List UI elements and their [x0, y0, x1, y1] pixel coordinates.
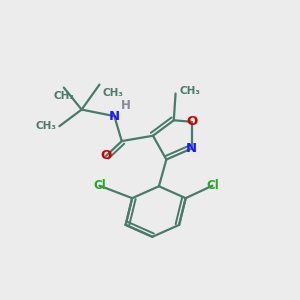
Text: N: N — [109, 110, 120, 123]
Text: H: H — [121, 99, 131, 112]
Text: N: N — [186, 142, 197, 155]
Text: O: O — [100, 149, 112, 162]
Text: CH₃: CH₃ — [102, 88, 123, 98]
Text: Cl: Cl — [206, 179, 219, 192]
Text: O: O — [186, 115, 197, 128]
Text: Cl: Cl — [93, 179, 106, 192]
Text: CH₃: CH₃ — [53, 91, 74, 100]
Text: CH₃: CH₃ — [35, 121, 56, 131]
Text: CH₃: CH₃ — [179, 86, 200, 96]
